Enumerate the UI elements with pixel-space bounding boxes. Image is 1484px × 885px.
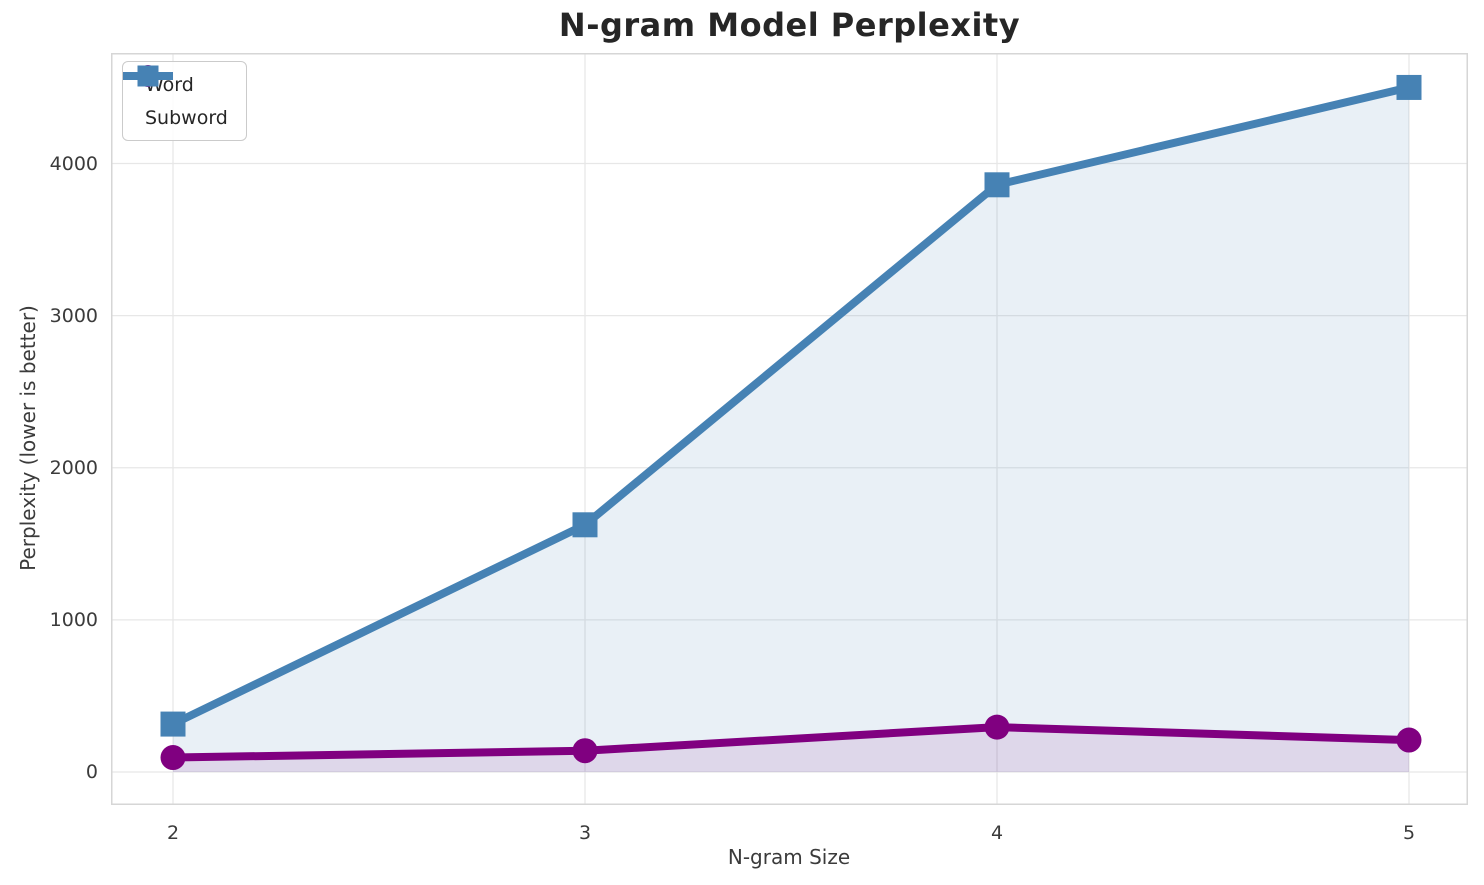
plot-canvas: [111, 53, 1468, 805]
x-axis-label: N-gram Size: [727, 845, 851, 869]
x-tick-label-4: 4: [990, 822, 1004, 844]
plot-area: Word Subword: [111, 53, 1468, 805]
subword-series-marker-icon: [123, 65, 173, 87]
y-tick-label-1000: 1000: [49, 608, 98, 631]
y-tick-label-4000: 4000: [49, 152, 98, 175]
x-tick-label-3: 3: [578, 822, 592, 844]
legend: Word Subword: [122, 61, 247, 141]
y-tick-label-3000: 3000: [49, 304, 98, 327]
x-tick-label-2: 2: [166, 822, 180, 844]
y-tick-label-0: 0: [85, 761, 98, 783]
y-axis-label: Perplexity (lower is better): [16, 305, 40, 571]
subword-square-marker: [137, 65, 159, 87]
legend-label-subword: Subword: [145, 106, 228, 129]
x-tick-label-5: 5: [1402, 822, 1416, 844]
y-tick-label-2000: 2000: [49, 456, 98, 479]
chart-title: N-gram Model Perplexity: [558, 6, 1021, 44]
legend-item-subword: Subword: [123, 65, 228, 133]
